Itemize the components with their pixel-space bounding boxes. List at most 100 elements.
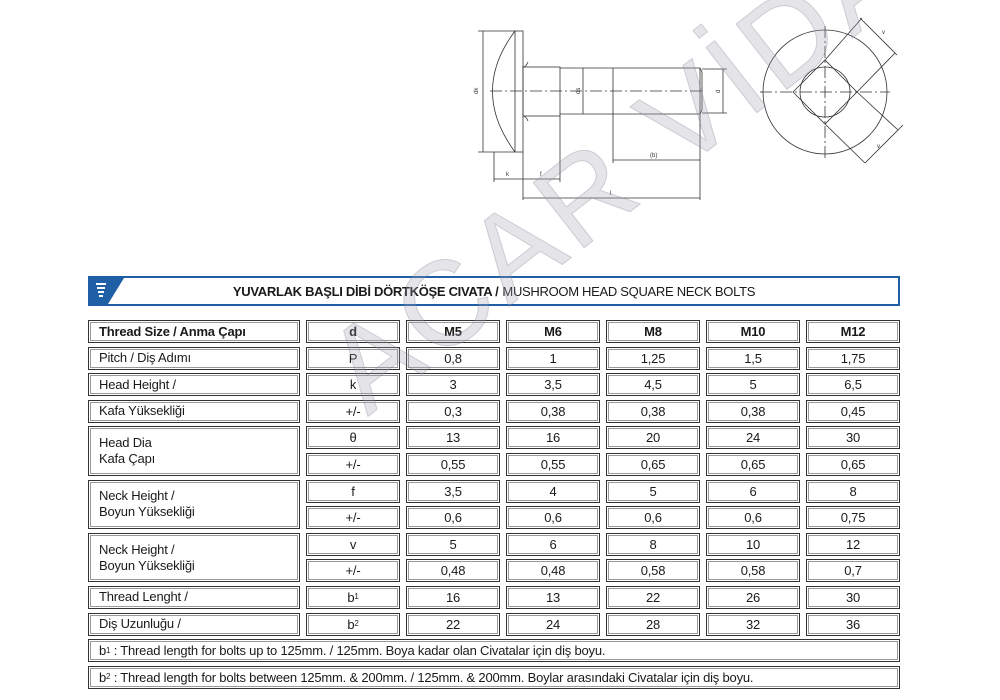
table-cell-text: 0,3 [444,403,462,419]
label-l: l [610,191,611,197]
label-b: (b) [650,153,657,159]
row-label: Pitch / Diş Adımı [88,346,300,370]
table-cell-text: 0,38 [540,403,566,419]
row-symbol: +/- [306,559,400,583]
row-symbol-text: k [349,377,357,393]
label-v-top: v [882,30,885,36]
screw-logo-icon [90,278,124,304]
header-col: M6 [506,320,600,343]
table-cell: 30 [806,426,900,450]
table-cell-text: 5 [449,536,457,552]
table-cell-text: 0,75 [840,510,866,526]
table-cell: 0,45 [806,399,900,423]
row-label-text: Thread Lenght / [99,589,188,605]
footnote-text: b [99,643,107,659]
table-cell-text: 10 [745,536,761,552]
footnote-text: : Thread length for bolts up to 125mm. /… [110,643,606,659]
row-label-text: Kafa Yüksekliği [99,403,185,419]
table-cell: 0,3 [406,399,500,423]
bolt-top-view [760,17,904,164]
table-cell-text: 12 [845,536,861,552]
header-col-text: M8 [644,324,662,339]
table-cell: 1 [506,346,600,370]
table-cell-text: 0,6 [644,510,662,526]
table-cell: 22 [606,585,700,609]
header-col: M8 [606,320,700,343]
table-cell-text: 30 [845,589,861,605]
row-symbol-text: θ [349,430,357,446]
table-cell: 13 [406,426,500,450]
table-cell-text: 0,65 [840,456,866,472]
footnote-text: b [99,669,107,685]
row-label: Neck Height / Boyun Yüksekliği [88,532,300,583]
table-cell-text: 0,6 [544,510,562,526]
table-cell: 3,5 [406,479,500,503]
row-symbol: θ [306,426,400,450]
bolt-side-view [478,30,727,200]
row-symbol: +/- [306,399,400,423]
label-dk: dk [474,87,480,94]
table-cell: 3,5 [506,373,600,397]
table-cell-text: 0,7 [844,563,862,579]
row-symbol-text: +/- [345,563,361,579]
table-cell: 0,8 [406,346,500,370]
table-cell: 0,7 [806,559,900,583]
row-symbol-text: +/- [345,510,361,526]
table-cell: 0,6 [706,506,800,530]
table-cell-text: 36 [845,616,861,632]
label-k: k [506,172,510,178]
table-cell-text: 32 [745,616,761,632]
table-cell-text: 5 [649,483,657,499]
row-symbol: f [306,479,400,503]
table-cell: 4 [506,479,600,503]
table-cell-text: 26 [745,589,761,605]
table-cell: 28 [606,612,700,636]
row-label-text: Head Dia Kafa Çapı [99,435,156,467]
table-cell-text: 0,58 [640,563,666,579]
row-label-text: Neck Height / Boyun Yüksekliği [99,488,195,520]
table-cell: 0,55 [406,452,500,476]
table-cell: 0,48 [406,559,500,583]
table-cell: 6,5 [806,373,900,397]
table-cell: 13 [506,585,600,609]
row-label-text: Diş Uzunluğu / [99,616,181,632]
row-symbol-text: v [349,536,357,552]
table-cell-text: 4,5 [644,377,662,393]
table-cell-text: 13 [445,430,461,446]
table-cell-text: 0,65 [740,456,766,472]
row-label: Head Dia Kafa Çapı [88,426,300,476]
row-symbol-text: P [348,350,358,366]
row-symbol: P [306,346,400,370]
table-cell: 3 [406,373,500,397]
table-cell: 5 [606,479,700,503]
row-symbol-text: +/- [345,403,361,419]
table-cell-text: 0,48 [540,563,566,579]
specs-table: Thread Size / Anma Çapı d M5 M6 M8 M10 M12 Pitc… [88,320,900,689]
row-label: Neck Height / Boyun Yüksekliği [88,479,300,530]
table-cell: 0,6 [406,506,500,530]
table-cell: 20 [606,426,700,450]
table-cell-text: 1,5 [744,350,762,366]
table-cell-text: 16 [545,430,561,446]
table-cell-text: 0,55 [540,456,566,472]
row-symbol-text: b [347,616,355,632]
table-cell-text: 8 [649,536,657,552]
table-cell: 1,5 [706,346,800,370]
table-cell-text: 6,5 [844,377,862,393]
banner-title-tr: YUVARLAK BAŞLI DİBİ DÖRTKÖŞE CIVATA / [232,283,499,299]
row-label-text: Pitch / Diş Adımı [99,350,191,366]
table-cell-text: 22 [445,616,461,632]
table-cell-text: 0,58 [740,563,766,579]
header-col-text: M12 [840,324,866,339]
table-cell-text: 22 [645,589,661,605]
table-cell-text: 16 [445,589,461,605]
table-cell: 36 [806,612,900,636]
footnote-text: : Thread length for bolts between 125mm.… [110,669,754,685]
header-col-text: d [349,324,357,339]
row-symbol: v [306,532,400,556]
table-cell: 32 [706,612,800,636]
label-d: d [716,90,722,93]
table-cell: 0,38 [606,399,700,423]
